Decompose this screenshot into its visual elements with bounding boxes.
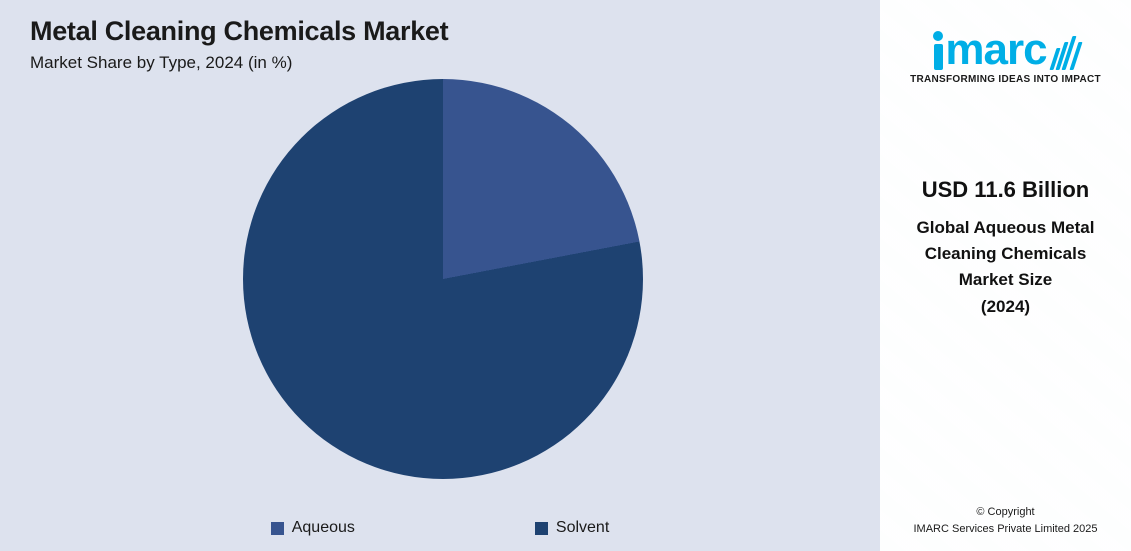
stat-label-line2: Cleaning Chemicals — [925, 244, 1087, 263]
stat-label-line1: Global Aqueous Metal — [917, 218, 1095, 237]
logo-wordmark: marc — [910, 30, 1101, 70]
logo: marc TRANSFORMING IDEAS INTO IMPACT — [910, 30, 1101, 85]
legend-item-solvent: Solvent — [535, 519, 609, 537]
legend: Aqueous Solvent — [0, 519, 880, 537]
stat-label: Global Aqueous Metal Cleaning Chemicals … — [894, 215, 1117, 320]
logo-letter-i — [933, 31, 943, 70]
legend-label-aqueous: Aqueous — [292, 519, 355, 537]
chart-title: Metal Cleaning Chemicals Market — [30, 16, 856, 47]
stat-value: USD 11.6 Billion — [894, 177, 1117, 203]
legend-swatch-solvent — [535, 522, 548, 535]
legend-swatch-aqueous — [271, 522, 284, 535]
logo-tagline: TRANSFORMING IDEAS INTO IMPACT — [910, 74, 1101, 85]
stat-label-line3: Market Size — [959, 270, 1053, 289]
chart-subtitle: Market Share by Type, 2024 (in %) — [30, 53, 856, 73]
side-panel: marc TRANSFORMING IDEAS INTO IMPACT USD … — [880, 0, 1131, 551]
pie-chart — [243, 79, 643, 479]
copyright: © Copyright IMARC Services Private Limit… — [880, 504, 1131, 537]
legend-label-solvent: Solvent — [556, 519, 609, 537]
page-root: Metal Cleaning Chemicals Market Market S… — [0, 0, 1131, 551]
logo-letters: marc — [945, 30, 1046, 70]
copyright-line1: © Copyright — [976, 506, 1034, 518]
stat-label-line4: (2024) — [981, 297, 1030, 316]
stat-block: USD 11.6 Billion Global Aqueous Metal Cl… — [880, 177, 1131, 320]
copyright-line2: IMARC Services Private Limited 2025 — [913, 523, 1097, 535]
logo-stripes-icon — [1053, 36, 1078, 70]
pie-container — [30, 79, 856, 479]
chart-panel: Metal Cleaning Chemicals Market Market S… — [0, 0, 880, 551]
legend-item-aqueous: Aqueous — [271, 519, 355, 537]
